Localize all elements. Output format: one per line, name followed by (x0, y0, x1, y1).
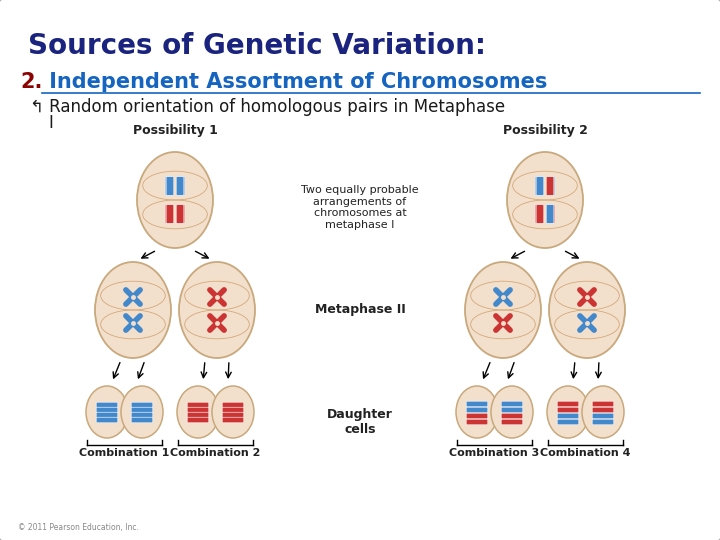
FancyBboxPatch shape (131, 407, 153, 413)
FancyBboxPatch shape (547, 205, 555, 224)
FancyBboxPatch shape (187, 402, 209, 408)
FancyBboxPatch shape (96, 407, 118, 413)
FancyBboxPatch shape (176, 177, 184, 195)
FancyBboxPatch shape (557, 407, 579, 413)
FancyBboxPatch shape (166, 205, 174, 224)
FancyBboxPatch shape (165, 205, 173, 224)
FancyBboxPatch shape (593, 407, 614, 413)
FancyBboxPatch shape (96, 402, 118, 408)
FancyBboxPatch shape (557, 419, 579, 425)
FancyBboxPatch shape (501, 419, 523, 425)
FancyBboxPatch shape (96, 417, 118, 423)
FancyBboxPatch shape (546, 177, 554, 195)
Text: Daughter
cells: Daughter cells (327, 408, 393, 436)
Ellipse shape (549, 262, 625, 358)
FancyBboxPatch shape (165, 177, 173, 195)
FancyBboxPatch shape (593, 401, 614, 407)
Ellipse shape (95, 262, 171, 358)
FancyBboxPatch shape (535, 205, 543, 224)
Text: Possibility 2: Possibility 2 (503, 124, 588, 137)
FancyBboxPatch shape (593, 419, 614, 425)
Text: ↰ Random orientation of homologous pairs in Metaphase: ↰ Random orientation of homologous pairs… (30, 98, 505, 116)
FancyBboxPatch shape (176, 205, 184, 224)
Text: Combination 4: Combination 4 (540, 448, 631, 458)
Text: Combination 1: Combination 1 (79, 448, 170, 458)
Text: © 2011 Pearson Education, Inc.: © 2011 Pearson Education, Inc. (18, 523, 139, 532)
Ellipse shape (491, 386, 533, 438)
FancyBboxPatch shape (593, 413, 614, 419)
Ellipse shape (212, 386, 254, 438)
FancyBboxPatch shape (546, 205, 554, 224)
Text: Metaphase II: Metaphase II (315, 303, 405, 316)
Ellipse shape (177, 386, 219, 438)
FancyBboxPatch shape (536, 205, 544, 224)
Text: Sources of Genetic Variation:: Sources of Genetic Variation: (28, 32, 486, 60)
Text: Two equally probable
arrangements of
chromosomes at
metaphase I: Two equally probable arrangements of chr… (301, 185, 419, 230)
FancyBboxPatch shape (177, 177, 185, 195)
FancyBboxPatch shape (222, 402, 244, 408)
FancyBboxPatch shape (536, 177, 544, 195)
FancyBboxPatch shape (535, 177, 543, 195)
FancyBboxPatch shape (557, 413, 579, 419)
FancyBboxPatch shape (547, 177, 555, 195)
FancyBboxPatch shape (467, 419, 488, 425)
FancyBboxPatch shape (131, 402, 153, 408)
Ellipse shape (121, 386, 163, 438)
FancyBboxPatch shape (166, 177, 174, 195)
Ellipse shape (456, 386, 498, 438)
Text: I: I (48, 114, 53, 132)
Text: 2.: 2. (20, 72, 42, 92)
FancyBboxPatch shape (222, 407, 244, 413)
Ellipse shape (547, 386, 589, 438)
FancyBboxPatch shape (187, 412, 209, 418)
FancyBboxPatch shape (467, 401, 488, 407)
FancyBboxPatch shape (501, 407, 523, 413)
FancyBboxPatch shape (467, 407, 488, 413)
Text: Possibility 1: Possibility 1 (132, 124, 217, 137)
Ellipse shape (465, 262, 541, 358)
Ellipse shape (137, 152, 213, 248)
Ellipse shape (86, 386, 128, 438)
FancyBboxPatch shape (557, 401, 579, 407)
Ellipse shape (507, 152, 583, 248)
FancyBboxPatch shape (222, 412, 244, 418)
FancyBboxPatch shape (222, 417, 244, 423)
FancyBboxPatch shape (187, 407, 209, 413)
FancyBboxPatch shape (131, 412, 153, 418)
FancyBboxPatch shape (96, 412, 118, 418)
Text: Combination 2: Combination 2 (171, 448, 261, 458)
Ellipse shape (582, 386, 624, 438)
FancyBboxPatch shape (131, 417, 153, 423)
FancyBboxPatch shape (187, 417, 209, 423)
FancyBboxPatch shape (501, 413, 523, 419)
Text: Independent Assortment of Chromosomes: Independent Assortment of Chromosomes (42, 72, 547, 92)
FancyBboxPatch shape (467, 413, 488, 419)
Ellipse shape (179, 262, 255, 358)
FancyBboxPatch shape (501, 401, 523, 407)
Text: Combination 3: Combination 3 (449, 448, 539, 458)
FancyBboxPatch shape (177, 205, 185, 224)
